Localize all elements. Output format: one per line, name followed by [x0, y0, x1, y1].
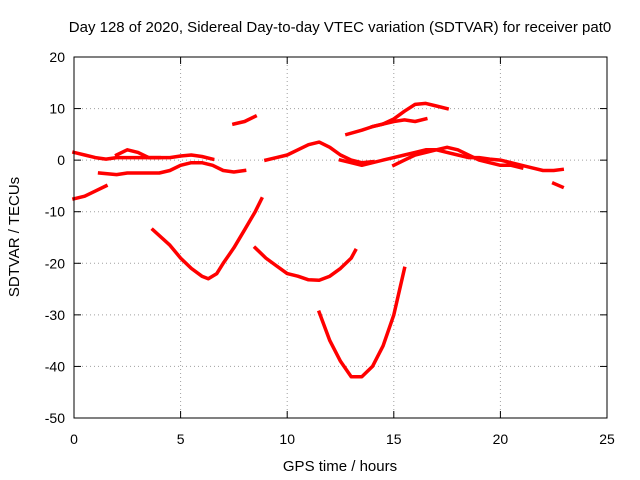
series-arc-3: [97, 160, 247, 177]
x-tick-label: 25: [599, 431, 615, 447]
series-arc-6: [231, 113, 258, 127]
x-tick-label: 20: [493, 431, 509, 447]
series-arc-9: [316, 266, 407, 379]
axis-ticks: 0 5 10 15 20 25 -50 -40 -30 -20 -10 0 10 20: [45, 49, 615, 447]
y-tick-label: 0: [57, 152, 65, 168]
data-series: [71, 101, 565, 379]
series-arc-5: [150, 196, 264, 281]
y-tick-label: -30: [45, 307, 65, 323]
y-axis-label: SDTVAR / TECUs: [6, 177, 23, 297]
x-tick-label: 15: [386, 431, 402, 447]
series-arc-13: [370, 116, 428, 129]
series-arc-10: [344, 101, 450, 137]
series-arc-2: [71, 183, 109, 201]
x-tick-label: 5: [177, 431, 185, 447]
y-tick-label: -20: [45, 255, 65, 271]
x-tick-label: 0: [70, 431, 78, 447]
x-tick-label: 10: [279, 431, 295, 447]
series-arc-4: [114, 148, 162, 160]
series-arc-14: [551, 180, 565, 190]
x-axis-label: GPS time / hours: [283, 458, 397, 475]
plot-frame: [73, 56, 608, 419]
series-arc-11: [338, 148, 565, 173]
chart-title: Day 128 of 2020, Sidereal Day-to-day VTE…: [69, 19, 611, 36]
series-arc-7: [263, 140, 375, 165]
series-arc-1: [71, 150, 215, 162]
y-tick-label: 10: [49, 101, 65, 117]
y-tick-label: 20: [49, 49, 65, 65]
series-arc-12: [391, 145, 524, 171]
y-tick-label: -40: [45, 358, 65, 374]
series-arc-8: [252, 245, 358, 283]
y-tick-label: -50: [45, 410, 65, 426]
y-tick-label: -10: [45, 204, 65, 220]
